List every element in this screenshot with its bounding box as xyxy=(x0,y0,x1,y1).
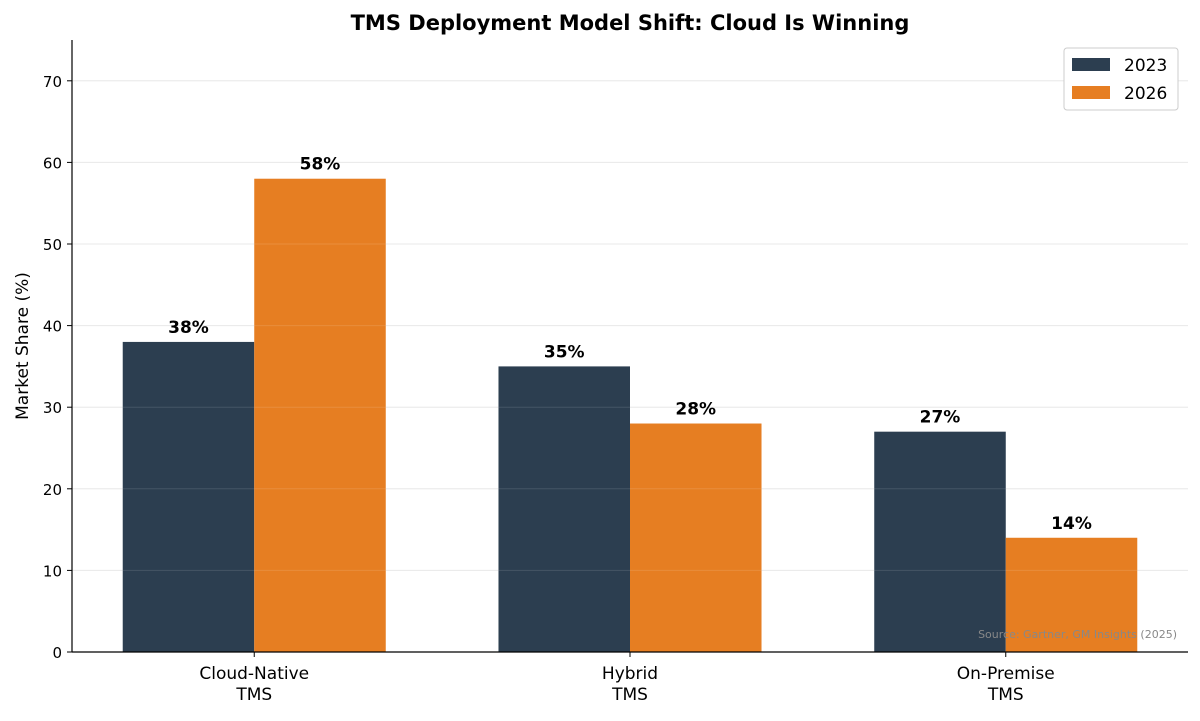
legend-swatch-2026 xyxy=(1072,86,1110,99)
data-label: 58% xyxy=(300,155,341,175)
data-label: 38% xyxy=(168,318,209,338)
x-tick-label: Cloud-Native TMS xyxy=(199,664,309,705)
bar-2026-1 xyxy=(630,423,762,652)
data-label: 28% xyxy=(675,400,716,420)
data-label: 14% xyxy=(1051,514,1092,534)
x-tick-label: Hybrid TMS xyxy=(602,664,658,705)
bar-2023-1 xyxy=(498,366,630,652)
legend: 2023 2026 xyxy=(1063,47,1179,111)
x-tick-label: On-Premise TMS xyxy=(957,664,1055,705)
bar-2026-0 xyxy=(254,178,386,652)
y-tick-label: 30 xyxy=(43,399,62,417)
data-label: 35% xyxy=(544,342,585,362)
y-tick-label: 0 xyxy=(52,644,62,662)
legend-label-2023: 2023 xyxy=(1124,56,1167,76)
y-tick-label: 20 xyxy=(43,481,62,499)
bar-2023-2 xyxy=(874,431,1006,652)
source-annotation: Source: Gartner, GM Insights (2025) xyxy=(978,628,1177,641)
y-axis-label: Market Share (%) xyxy=(13,272,33,420)
y-tick-label: 50 xyxy=(43,236,62,254)
data-label: 27% xyxy=(920,408,961,428)
legend-label-2026: 2026 xyxy=(1124,84,1167,104)
y-tick-label: 60 xyxy=(43,154,62,172)
y-tick-label: 10 xyxy=(43,562,62,580)
bar-2026-2 xyxy=(1005,537,1138,652)
y-tick-label: 70 xyxy=(43,73,62,91)
legend-swatch-2023 xyxy=(1072,58,1110,71)
bar-2023-0 xyxy=(122,341,255,652)
y-tick-label: 40 xyxy=(43,318,62,336)
chart-title: TMS Deployment Model Shift: Cloud Is Win… xyxy=(351,11,910,35)
